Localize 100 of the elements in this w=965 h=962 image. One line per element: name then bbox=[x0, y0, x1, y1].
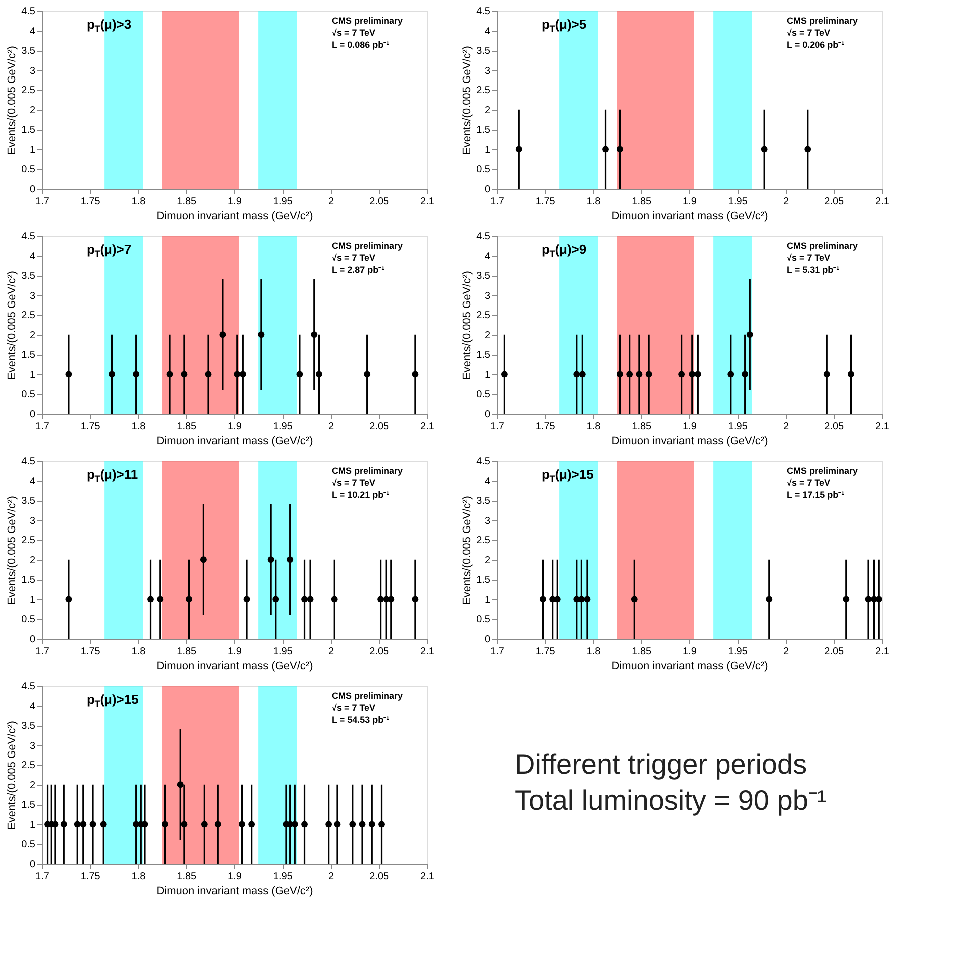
y-tick-label: 3.5 bbox=[476, 46, 491, 58]
x-tick-label: 2.1 bbox=[420, 196, 435, 208]
x-tick-label: 1.75 bbox=[536, 422, 556, 432]
annotation: CMS preliminary bbox=[332, 16, 404, 26]
x-tick-label: 1.9 bbox=[683, 196, 698, 208]
x-tick-label: 1.85 bbox=[177, 422, 198, 432]
annotation: L = 2.87 pb⁻¹ bbox=[332, 265, 385, 275]
y-tick-label: 4 bbox=[30, 701, 36, 712]
y-tick-label: 3.5 bbox=[476, 496, 491, 508]
y-tick-label: 2.5 bbox=[476, 310, 491, 322]
x-tick-label: 1.9 bbox=[228, 872, 242, 882]
annotation: CMS preliminary bbox=[332, 466, 404, 476]
y-tick-label: 0.5 bbox=[22, 390, 36, 401]
y-axis-title: Events/(0.005 GeV/c²) bbox=[6, 46, 19, 155]
y-tick-label: 0.5 bbox=[22, 614, 36, 626]
y-tick-label: 1 bbox=[484, 144, 491, 156]
x-tick-label: 1.95 bbox=[273, 646, 294, 658]
x-tick-label: 2 bbox=[783, 196, 790, 208]
annotation: L = 17.15 pb⁻¹ bbox=[787, 490, 845, 500]
y-tick-label: 0.5 bbox=[476, 390, 491, 401]
x-tick-label: 1.85 bbox=[632, 646, 652, 658]
x-tick-label: 2.1 bbox=[876, 422, 890, 432]
x-tick-label: 2.05 bbox=[370, 196, 390, 208]
annotation: √s = 7 TeV bbox=[787, 28, 831, 38]
y-tick-label: 2.5 bbox=[476, 86, 491, 97]
x-tick-label: 1.85 bbox=[632, 196, 652, 208]
y-tick-label: 0.5 bbox=[476, 614, 491, 626]
x-tick-label: 1.7 bbox=[490, 196, 505, 208]
annotation: √s = 7 TeV bbox=[332, 253, 376, 263]
x-tick-label: 2 bbox=[783, 422, 790, 432]
x-tick-label: 1.75 bbox=[536, 196, 556, 208]
x-tick-label: 2.05 bbox=[824, 646, 845, 658]
x-tick-label: 1.7 bbox=[36, 646, 50, 658]
x-tick-label: 1.7 bbox=[490, 646, 505, 658]
x-tick-label: 1.85 bbox=[177, 646, 198, 658]
y-tick-label: 3.5 bbox=[22, 46, 36, 58]
x-tick-label: 1.75 bbox=[80, 646, 101, 658]
y-tick-label: 4.5 bbox=[476, 232, 491, 242]
y-tick-label: 4.5 bbox=[22, 456, 36, 468]
annotation: CMS preliminary bbox=[332, 691, 404, 701]
y-tick-label: 1 bbox=[484, 594, 491, 606]
x-tick-label: 2.05 bbox=[370, 872, 390, 882]
x-tick-label: 1.9 bbox=[228, 196, 242, 208]
y-tick-label: 1.5 bbox=[22, 575, 36, 586]
y-tick-label: 4.5 bbox=[476, 456, 491, 468]
x-tick-label: 2.1 bbox=[420, 646, 435, 658]
x-tick-label: 1.95 bbox=[728, 646, 748, 658]
text: Different trigger periods bbox=[515, 749, 808, 780]
x-axis-title: Dimuon invariant mass (GeV/c²) bbox=[156, 210, 314, 222]
y-axis-title: Events/(0.005 GeV/c²) bbox=[6, 496, 19, 605]
y-tick-label: 1.5 bbox=[22, 125, 36, 136]
x-axis-title: Dimuon invariant mass (GeV/c²) bbox=[156, 886, 314, 898]
annotation: CMS preliminary bbox=[332, 241, 404, 251]
y-tick-label: 4 bbox=[30, 251, 36, 262]
y-tick-label: 0 bbox=[484, 410, 491, 420]
x-tick-label: 2 bbox=[328, 422, 334, 432]
annotation: L = 54.53 pb⁻¹ bbox=[332, 715, 390, 725]
y-tick-label: 0 bbox=[484, 184, 491, 196]
y-tick-label: 2.5 bbox=[22, 760, 36, 772]
x-tick-label: 2.1 bbox=[876, 646, 890, 658]
x-tick-label: 1.75 bbox=[80, 872, 101, 882]
y-tick-label: 2 bbox=[30, 330, 36, 342]
y-tick-label: 0.5 bbox=[476, 164, 491, 176]
annotation: √s = 7 TeV bbox=[332, 478, 376, 488]
y-tick-label: 1 bbox=[30, 144, 36, 156]
x-axis-title: Dimuon invariant mass (GeV/c²) bbox=[612, 436, 768, 448]
y-tick-label: 0 bbox=[30, 634, 36, 646]
y-tick-label: 2 bbox=[484, 105, 491, 116]
y-axis-title: Events/(0.005 GeV/c²) bbox=[462, 271, 474, 380]
y-tick-label: 2.5 bbox=[22, 536, 36, 547]
y-axis-title: Events/(0.005 GeV/c²) bbox=[462, 496, 474, 605]
x-tick-label: 2.05 bbox=[370, 646, 390, 658]
y-tick-label: 1.5 bbox=[476, 350, 491, 362]
x-tick-label: 1.8 bbox=[586, 646, 602, 658]
y-tick-label: 2.5 bbox=[22, 310, 36, 322]
x-tick-label: 1.95 bbox=[273, 422, 294, 432]
x-tick-label: 2 bbox=[328, 646, 334, 658]
annotation: CMS preliminary bbox=[787, 241, 858, 251]
x-tick-label: 2.05 bbox=[370, 422, 390, 432]
x-tick-label: 1.75 bbox=[536, 646, 556, 658]
y-tick-label: 2.5 bbox=[476, 536, 491, 547]
y-tick-label: 1.5 bbox=[476, 575, 491, 586]
x-tick-label: 1.85 bbox=[177, 196, 198, 208]
y-axis-title: Events/(0.005 GeV/c²) bbox=[6, 721, 19, 830]
y-tick-label: 0 bbox=[484, 634, 491, 646]
annotation: √s = 7 TeV bbox=[332, 703, 376, 713]
annotation: CMS preliminary bbox=[787, 466, 858, 476]
y-tick-label: 0 bbox=[30, 184, 36, 196]
x-tick-label: 1.85 bbox=[177, 872, 198, 882]
annotation: √s = 7 TeV bbox=[332, 28, 376, 38]
x-tick-label: 2.05 bbox=[824, 196, 845, 208]
x-tick-label: 1.9 bbox=[228, 422, 242, 432]
x-tick-label: 1.7 bbox=[36, 422, 50, 432]
annotation: L = 10.21 pb⁻¹ bbox=[332, 490, 390, 500]
x-tick-label: 1.75 bbox=[80, 422, 101, 432]
y-tick-label: 1 bbox=[484, 370, 491, 381]
x-tick-label: 1.95 bbox=[273, 872, 294, 882]
x-axis-title: Dimuon invariant mass (GeV/c²) bbox=[612, 210, 768, 222]
x-tick-label: 2.1 bbox=[876, 196, 890, 208]
y-tick-label: 3 bbox=[484, 66, 491, 77]
